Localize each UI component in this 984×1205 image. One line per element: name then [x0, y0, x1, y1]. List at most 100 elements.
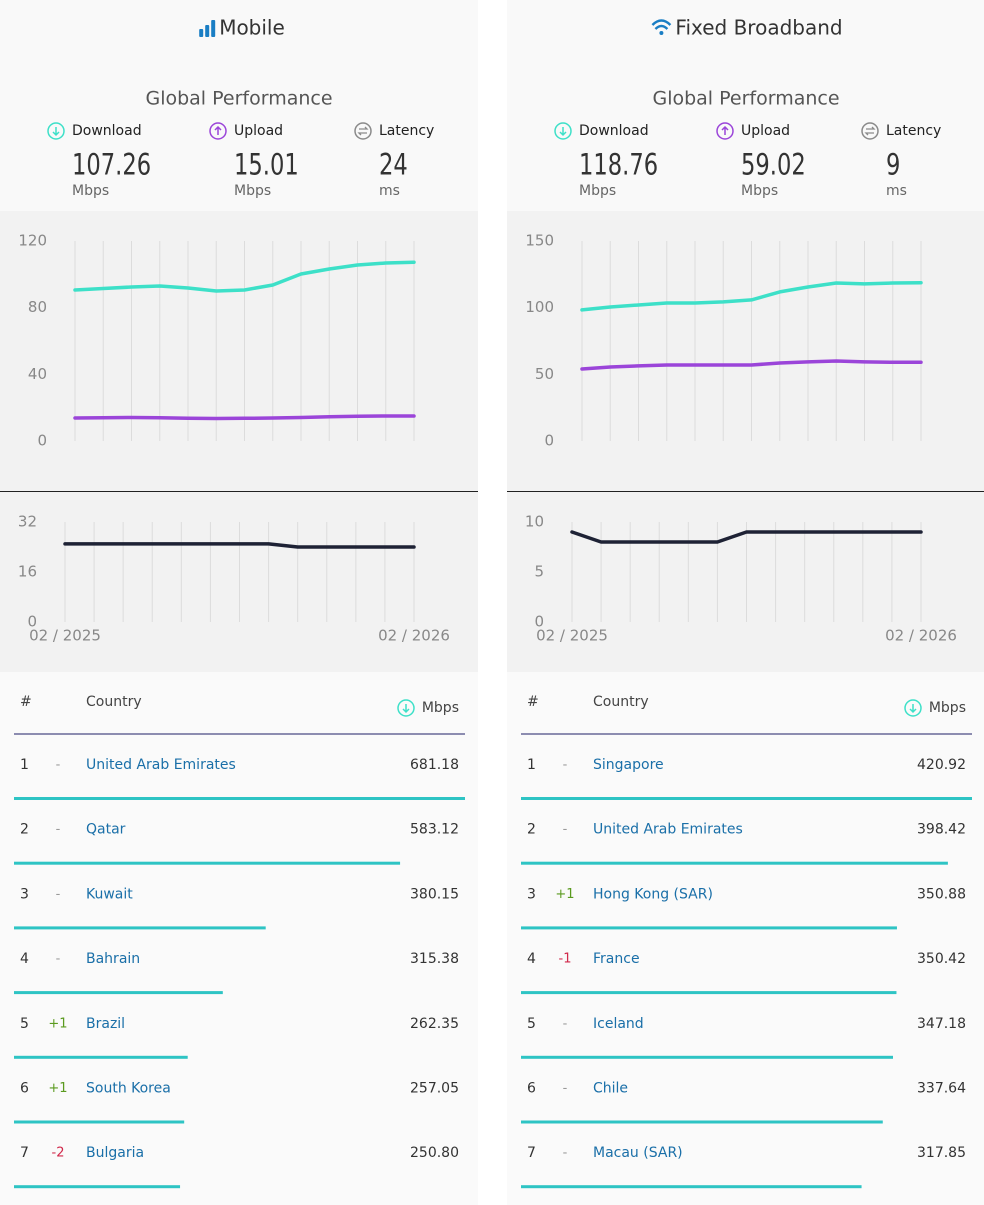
- speed: 350.42: [917, 951, 966, 967]
- rank-change: -: [563, 758, 568, 773]
- y-tick-label: 0: [27, 613, 37, 631]
- data-line: [63, 542, 416, 549]
- country-link[interactable]: France: [593, 951, 640, 967]
- speed: 337.64: [917, 1081, 966, 1097]
- speed: 347.18: [917, 1016, 966, 1032]
- speed: 315.38: [410, 951, 459, 967]
- metric-icon: [357, 126, 369, 136]
- rank-change: -: [563, 1081, 568, 1096]
- country-link[interactable]: Brazil: [86, 1016, 125, 1032]
- country-link[interactable]: Hong Kong (SAR): [593, 886, 713, 902]
- signal-icon: [205, 25, 210, 37]
- country-link[interactable]: Chile: [593, 1081, 628, 1097]
- speed-bar: [521, 861, 948, 865]
- rank-change: -: [56, 822, 61, 837]
- wifi-icon: [651, 19, 672, 30]
- column-header: Country: [86, 694, 142, 710]
- metric-icon: [209, 122, 227, 140]
- y-tick-label: 40: [28, 365, 47, 383]
- country-link[interactable]: South Korea: [86, 1081, 171, 1097]
- data-line: [73, 414, 416, 421]
- y-tick-label: 0: [37, 432, 47, 450]
- metric-value: 9: [886, 149, 900, 182]
- metric-unit: Mbps: [741, 183, 778, 199]
- rank: 3: [20, 886, 29, 902]
- country-link[interactable]: Iceland: [593, 1016, 644, 1032]
- country-link[interactable]: Macau (SAR): [593, 1145, 683, 1161]
- speed: 398.42: [917, 822, 966, 838]
- speed-chart-area: [0, 211, 478, 491]
- country-link[interactable]: United Arab Emirates: [593, 822, 743, 838]
- download-icon: [397, 699, 415, 717]
- rank: 6: [527, 1081, 536, 1097]
- metric-value: 59.02: [741, 149, 806, 182]
- column-header: Mbps: [929, 700, 966, 716]
- country-link[interactable]: Bulgaria: [86, 1145, 144, 1161]
- speed: 681.18: [410, 757, 459, 773]
- speed-bar: [14, 926, 266, 930]
- metric-icon: [861, 122, 879, 140]
- rank: 7: [20, 1145, 29, 1161]
- rank-change: +1: [48, 1081, 67, 1096]
- rank: 4: [20, 951, 29, 967]
- y-tick-label: 5: [534, 563, 544, 581]
- metric-unit: Mbps: [234, 183, 271, 199]
- rank: 4: [527, 951, 536, 967]
- speed-bar: [521, 1185, 862, 1189]
- rank: 2: [20, 822, 29, 838]
- metric-icon: [354, 122, 372, 140]
- metric-unit: Mbps: [72, 183, 109, 199]
- rank-change: -: [563, 1146, 568, 1161]
- country-link[interactable]: Kuwait: [86, 886, 133, 902]
- country-link[interactable]: Qatar: [86, 822, 126, 838]
- metric-icon: [554, 122, 572, 140]
- metric-label: Download: [72, 123, 142, 139]
- metric-unit: ms: [886, 183, 907, 199]
- metric-value: 118.76: [579, 149, 658, 182]
- y-tick-label: 0: [544, 432, 554, 450]
- metric-icon: [559, 127, 567, 137]
- table-area: [507, 672, 984, 1205]
- speed-bar: [14, 1120, 185, 1124]
- country-link[interactable]: Bahrain: [86, 951, 140, 967]
- rank: 6: [20, 1081, 29, 1097]
- download-icon: [909, 704, 917, 714]
- country-link[interactable]: Singapore: [593, 757, 664, 773]
- rank-change: +1: [555, 887, 574, 902]
- rank: 5: [20, 1016, 29, 1032]
- metric-icon: [864, 126, 876, 136]
- country-link[interactable]: United Arab Emirates: [86, 757, 236, 773]
- table-area: [0, 672, 478, 1205]
- y-tick-label: 0: [534, 613, 544, 631]
- speed: 250.80: [410, 1145, 459, 1161]
- rank: 5: [527, 1016, 536, 1032]
- speed-chart-area: [507, 211, 984, 491]
- speed: 583.12: [410, 822, 459, 838]
- speed-bar: [14, 797, 465, 800]
- metric-label: Upload: [234, 123, 283, 139]
- wifi-icon: [659, 31, 664, 35]
- y-tick-label: 32: [18, 513, 37, 531]
- rank: 7: [527, 1145, 536, 1161]
- speed: 380.15: [410, 886, 459, 902]
- speed: 262.35: [410, 1016, 459, 1032]
- speed: 317.85: [917, 1145, 966, 1161]
- speed-bar: [521, 1055, 893, 1059]
- y-tick-label: 10: [525, 513, 544, 531]
- data-line: [570, 530, 923, 544]
- y-tick-label: 50: [535, 365, 554, 383]
- signal-icon: [199, 29, 204, 37]
- subtitle: Global Performance: [652, 88, 839, 110]
- speed-bar: [521, 991, 897, 995]
- rank: 1: [20, 757, 29, 773]
- rank: 2: [527, 822, 536, 838]
- y-tick-label: 150: [525, 232, 554, 250]
- metric-label: Download: [579, 123, 649, 139]
- speed-bar: [14, 1185, 181, 1189]
- y-tick-label: 120: [18, 232, 47, 250]
- download-icon: [402, 704, 410, 714]
- speed-bar: [14, 991, 223, 995]
- metric-label: Latency: [886, 123, 941, 139]
- metric-unit: Mbps: [579, 183, 616, 199]
